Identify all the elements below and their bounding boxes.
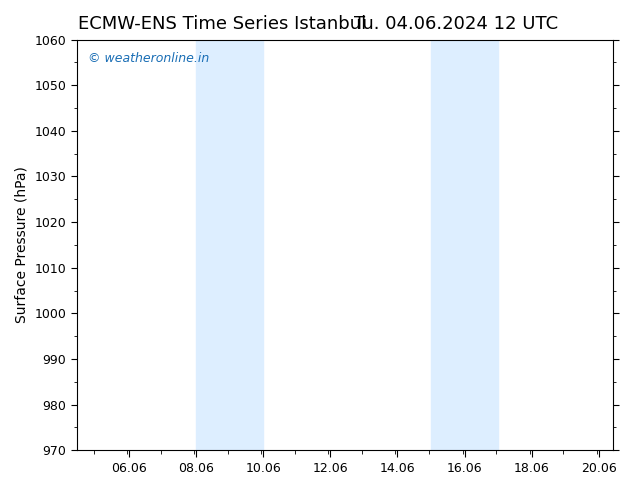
Bar (431, 40, 498, 450)
Y-axis label: Surface Pressure (hPa): Surface Pressure (hPa) (15, 167, 29, 323)
Bar (197, 40, 263, 450)
Text: ECMW-ENS Time Series Istanbul: ECMW-ENS Time Series Istanbul (78, 15, 366, 33)
Text: Tu. 04.06.2024 12 UTC: Tu. 04.06.2024 12 UTC (354, 15, 559, 33)
Text: © weatheronline.in: © weatheronline.in (87, 52, 209, 65)
